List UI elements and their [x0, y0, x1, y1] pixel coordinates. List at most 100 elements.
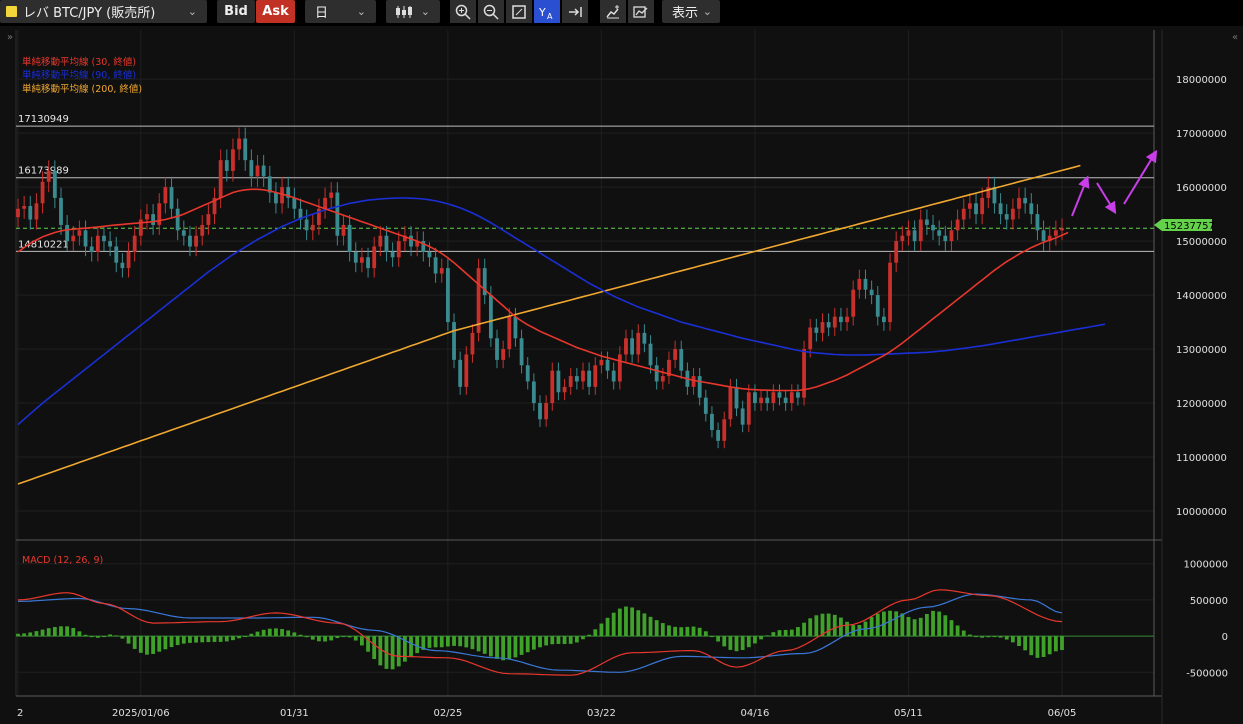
zoom-out-button[interactable]	[478, 0, 504, 23]
candle-body	[501, 349, 506, 360]
macd-histogram-bar	[611, 612, 616, 637]
symbol-selector[interactable]: レバ BTC/JPY (販売所) ⌄	[0, 0, 207, 23]
macd-histogram-bar	[544, 636, 549, 646]
macd-histogram-bar	[34, 631, 39, 637]
macd-histogram-bar	[495, 636, 499, 659]
macd-histogram-bar	[120, 636, 125, 639]
candle-body	[716, 430, 720, 441]
candle-body	[1053, 230, 1058, 236]
candle-body	[188, 235, 192, 247]
macd-histogram-bar	[409, 636, 413, 658]
candle-body	[495, 338, 499, 360]
macd-histogram-bar	[421, 636, 426, 650]
candle-body	[476, 268, 481, 333]
candle-body	[636, 332, 641, 355]
price-tick-label: 16000000	[1176, 183, 1227, 194]
candle-body	[703, 397, 708, 414]
expand-right-icon[interactable]: «	[1232, 32, 1238, 43]
candle-body	[667, 359, 671, 377]
zoom-in-button[interactable]	[450, 0, 476, 23]
macd-histogram-bar	[826, 613, 831, 637]
candle-body	[753, 392, 757, 404]
candle-body	[77, 230, 82, 236]
candle-body	[937, 230, 942, 236]
candle-body	[839, 316, 843, 323]
candle-body	[169, 187, 174, 209]
price-tick-label: 11000000	[1176, 453, 1227, 464]
macd-histogram-bar	[581, 636, 585, 640]
candle-body	[372, 246, 377, 269]
macd-histogram-bar	[660, 623, 665, 637]
macd-histogram-bar	[157, 636, 162, 652]
add-indicator-button[interactable]	[600, 0, 626, 23]
macd-histogram-bar	[114, 635, 119, 637]
macd-histogram-bar	[765, 635, 770, 637]
bid-button[interactable]: Bid	[217, 0, 255, 23]
macd-histogram-bar	[617, 608, 622, 637]
macd-histogram-bar	[102, 636, 106, 638]
legend-sma90: 単純移動平均線 (90, 終値)	[22, 69, 136, 81]
macd-histogram-bar	[298, 634, 303, 637]
macd-histogram-bar	[857, 624, 862, 637]
candle-body	[22, 206, 27, 209]
macd-histogram-bar	[28, 632, 33, 637]
candle-body	[310, 224, 315, 231]
macd-histogram-bar	[949, 620, 954, 637]
period-selector[interactable]: 日 ⌄	[305, 0, 376, 23]
macd-histogram-bar	[654, 620, 659, 637]
candle-body	[931, 224, 935, 231]
candle-body	[46, 170, 51, 182]
expand-left-icon[interactable]: »	[7, 32, 13, 43]
candle-body	[341, 224, 346, 236]
candle-body	[458, 359, 463, 387]
macd-histogram-bar	[998, 636, 1003, 638]
macd-histogram-bar	[1053, 636, 1058, 652]
candle-body	[789, 392, 794, 404]
time-tick-label: 03/22	[587, 708, 616, 719]
macd-histogram-bar	[777, 630, 782, 637]
scroll-end-button[interactable]	[562, 0, 588, 23]
candle-body	[329, 192, 334, 198]
macd-histogram-bar	[274, 628, 278, 637]
display-menu-button[interactable]: 表示 ⌄	[662, 0, 720, 23]
candle-body	[212, 197, 217, 215]
macd-histogram-bar	[642, 613, 647, 637]
macd-histogram-bar	[685, 626, 690, 637]
candle-body	[974, 203, 978, 215]
macd-histogram-bar	[476, 636, 481, 652]
candle-body	[654, 365, 659, 382]
candle-body	[943, 235, 948, 242]
candle-body	[323, 197, 327, 209]
candle-body	[538, 403, 542, 420]
macd-histogram-bar	[568, 636, 573, 644]
macd-histogram-bar	[814, 615, 819, 637]
draw-button[interactable]	[628, 0, 654, 23]
macd-histogram-bar	[378, 636, 383, 666]
macd-histogram-bar	[194, 636, 198, 643]
candle-body	[71, 235, 76, 242]
chart-type-selector[interactable]: ⌄	[386, 0, 440, 23]
candle-body	[562, 386, 567, 393]
candle-body	[814, 327, 819, 333]
macd-histogram-bar	[181, 636, 186, 644]
candle-body	[347, 224, 352, 252]
macd-histogram-bar	[710, 636, 714, 638]
candle-body	[599, 359, 604, 366]
candle-body	[274, 192, 278, 204]
macd-histogram-bar	[722, 636, 727, 647]
fit-button[interactable]	[506, 0, 532, 23]
macd-histogram-bar	[507, 636, 512, 660]
candle-body	[820, 322, 825, 333]
macd-histogram-bar	[95, 636, 100, 638]
ask-button[interactable]: Ask	[256, 0, 295, 23]
candle-body	[194, 235, 198, 247]
price-tag-shape	[1154, 219, 1212, 231]
macd-histogram-bar	[636, 610, 641, 637]
candle-body	[556, 370, 561, 393]
macd-histogram-bar	[151, 636, 156, 654]
candle-body	[826, 322, 831, 328]
candle-body	[95, 235, 100, 252]
macd-tick-label: -500000	[1186, 668, 1228, 679]
